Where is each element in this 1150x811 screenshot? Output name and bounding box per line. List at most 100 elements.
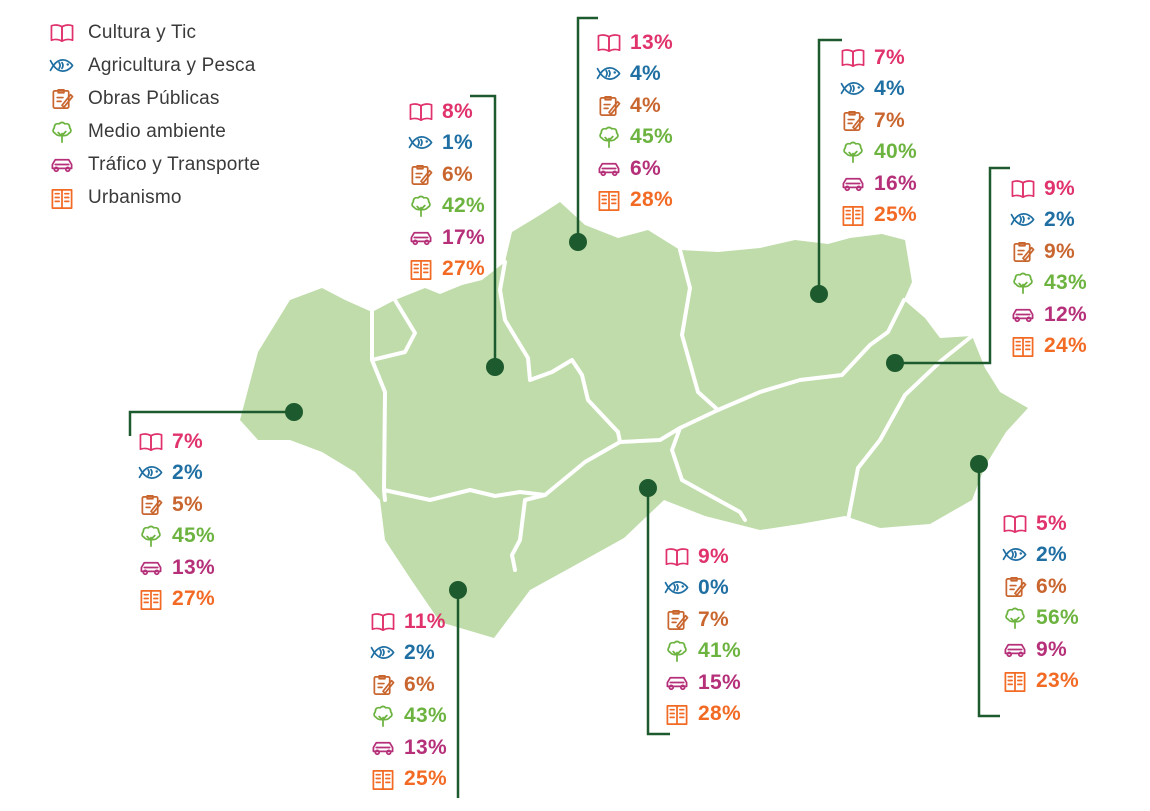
stat-value-agricultura: 1%	[442, 131, 473, 155]
province-marker-cordoba	[569, 233, 587, 251]
stat-value-obras: 4%	[630, 93, 661, 117]
province-marker-malaga	[639, 479, 657, 497]
stat-row-trafico: 9%	[1002, 634, 1079, 666]
stat-value-agricultura: 2%	[1044, 208, 1075, 232]
leader-lines	[128, 16, 1010, 798]
stat-block-malaga: 9% 0% 7% 41% 15% 28%	[664, 541, 741, 730]
stat-value-cultura: 13%	[630, 30, 673, 54]
stat-block-cordoba: 13% 4% 4% 45% 6% 28%	[596, 27, 673, 216]
stat-value-cultura: 9%	[698, 544, 729, 568]
leader-line-cordoba	[576, 16, 598, 242]
stat-row-urbanismo: 28%	[596, 185, 673, 217]
building-icon	[1010, 334, 1036, 358]
stat-row-cultura: 11%	[370, 606, 447, 638]
building-icon	[664, 702, 690, 726]
stat-row-obras: 7%	[664, 604, 741, 636]
stat-value-urbanismo: 28%	[630, 188, 673, 212]
stat-value-agricultura: 2%	[172, 461, 203, 485]
stat-value-obras: 7%	[874, 108, 905, 132]
clipboard-pencil-icon	[138, 493, 164, 517]
stat-value-medio: 56%	[1036, 606, 1079, 630]
legend-item-urbanismo: Urbanismo	[48, 181, 260, 214]
stat-value-urbanismo: 23%	[1036, 669, 1079, 693]
stat-row-trafico: 15%	[664, 667, 741, 699]
stat-row-cultura: 5%	[1002, 508, 1079, 540]
stat-row-agricultura: 4%	[596, 59, 673, 91]
stat-value-cultura: 11%	[404, 609, 446, 633]
legend-label: Tráfico y Transporte	[88, 153, 261, 175]
clipboard-pencil-icon	[596, 94, 622, 118]
stat-block-huelva: 7% 2% 5% 45% 13% 27%	[138, 426, 215, 615]
stat-value-urbanismo: 27%	[442, 257, 485, 281]
tree-icon	[596, 125, 622, 149]
stat-row-cultura: 9%	[664, 541, 741, 573]
stat-value-cultura: 7%	[874, 45, 905, 69]
border-huelva-sevilla	[370, 298, 417, 362]
tree-icon	[408, 194, 434, 218]
legend-label: Agricultura y Pesca	[88, 54, 256, 76]
province-marker-sevilla	[486, 358, 504, 376]
stat-row-urbanismo: 28%	[664, 699, 741, 731]
stat-value-agricultura: 4%	[874, 77, 905, 101]
car-icon	[1002, 638, 1028, 662]
stat-value-medio: 43%	[404, 704, 447, 728]
stat-value-trafico: 15%	[698, 670, 741, 694]
fish-icon	[138, 461, 164, 485]
province-marker-almeria	[970, 455, 988, 473]
stat-row-cultura: 7%	[138, 426, 215, 458]
car-icon	[408, 226, 434, 250]
map-land	[240, 202, 1028, 638]
leader-line-jaen	[817, 38, 842, 294]
fish-icon	[370, 641, 396, 665]
stat-row-urbanismo: 27%	[138, 584, 215, 616]
stat-row-agricultura: 2%	[1002, 540, 1079, 572]
stat-row-trafico: 13%	[370, 732, 447, 764]
stat-value-trafico: 12%	[1044, 302, 1087, 326]
fish-icon	[408, 131, 434, 155]
stat-value-trafico: 17%	[442, 225, 485, 249]
leader-line-huelva	[128, 410, 294, 436]
stat-row-trafico: 12%	[1010, 299, 1087, 331]
stat-value-cultura: 9%	[1044, 176, 1075, 200]
car-icon	[840, 172, 866, 196]
stat-value-agricultura: 2%	[404, 641, 435, 665]
stat-row-agricultura: 1%	[408, 128, 485, 160]
book-icon	[138, 430, 164, 454]
stat-row-agricultura: 2%	[1010, 205, 1087, 237]
stat-row-medio: 45%	[596, 122, 673, 154]
tree-icon	[138, 524, 164, 548]
province-marker-cadiz	[449, 581, 467, 599]
legend-label: Medio ambiente	[88, 120, 226, 142]
clipboard-pencil-icon	[1010, 240, 1036, 264]
leader-line-malaga	[646, 488, 670, 736]
stat-value-medio: 41%	[698, 639, 741, 663]
stat-value-urbanismo: 28%	[698, 702, 741, 726]
stat-row-agricultura: 2%	[138, 458, 215, 490]
stat-row-agricultura: 4%	[840, 74, 917, 106]
car-icon	[1010, 303, 1036, 327]
legend-item-medio: Medio ambiente	[48, 115, 260, 148]
leader-line-sevilla	[470, 94, 497, 367]
car-icon	[596, 157, 622, 181]
book-icon	[408, 100, 434, 124]
stat-value-medio: 42%	[442, 194, 485, 218]
stat-row-trafico: 17%	[408, 222, 485, 254]
stat-row-trafico: 13%	[138, 552, 215, 584]
clipboard-pencil-icon	[664, 608, 690, 632]
border-jaen-granada	[716, 298, 906, 412]
stat-row-obras: 4%	[596, 90, 673, 122]
stat-value-obras: 6%	[442, 162, 473, 186]
book-icon	[1002, 512, 1028, 536]
stat-row-agricultura: 0%	[664, 573, 741, 605]
book-icon	[370, 610, 396, 634]
stat-block-almeria: 5% 2% 6% 56% 9% 23%	[1002, 508, 1079, 697]
building-icon	[370, 767, 396, 791]
stat-row-obras: 6%	[370, 669, 447, 701]
book-icon	[48, 21, 76, 45]
stat-value-medio: 40%	[874, 140, 917, 164]
stat-value-obras: 6%	[1036, 574, 1067, 598]
stat-value-trafico: 16%	[874, 171, 917, 195]
car-icon	[138, 556, 164, 580]
building-icon	[138, 587, 164, 611]
